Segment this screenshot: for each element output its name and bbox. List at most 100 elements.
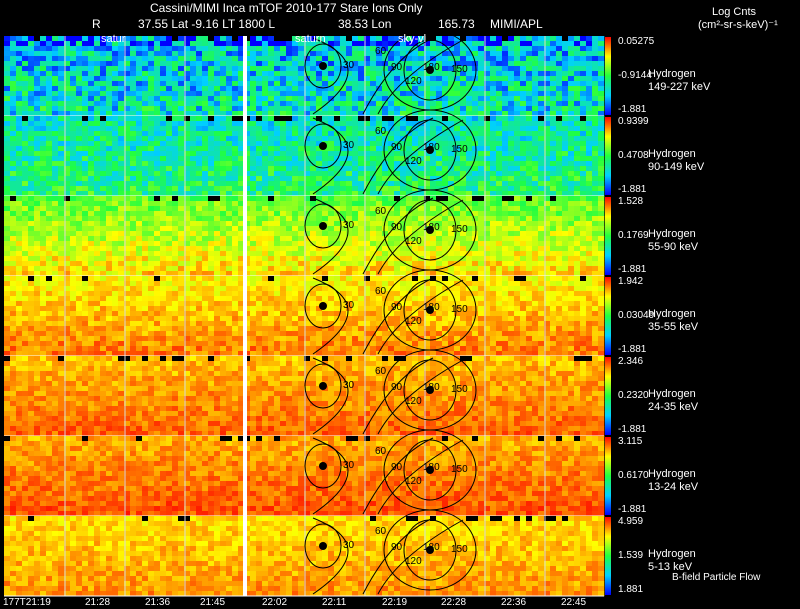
colorbar (605, 437, 611, 515)
saturn-marker (319, 542, 327, 550)
contour-label: 90 (391, 222, 403, 233)
lon-label: 38.53 Lon (338, 17, 392, 31)
lon-value: 165.73 (438, 17, 475, 31)
colorbar-cmin: -1.881 (618, 184, 647, 195)
energy-label: 35-55 keV (648, 321, 699, 333)
contour-label: 150 (451, 224, 468, 235)
contour-label: 180 (423, 382, 440, 393)
contour-label: 30 (343, 60, 355, 71)
flow-marker (426, 146, 434, 154)
colorbar-cmax: 0.9399 (618, 116, 649, 127)
energy-label: 90-149 keV (648, 161, 705, 173)
contour-label: 60 (375, 526, 387, 537)
colorbar-cmin: -1.881 (618, 504, 647, 515)
energy-label: 149-227 keV (648, 81, 711, 93)
contour-label: 180 (423, 62, 440, 73)
contour-label: 60 (375, 206, 387, 217)
species-label: Hydrogen (648, 228, 696, 240)
colorbar-cmid: 0.2320 (618, 390, 649, 401)
contour-label: 60 (375, 286, 387, 297)
species-label: Hydrogen (648, 68, 696, 80)
colorbar (605, 117, 611, 195)
flow-marker (426, 386, 434, 394)
flow-marker (426, 546, 434, 554)
x-tick-label: 22:02 (262, 597, 288, 608)
contour-label: 120 (405, 396, 422, 407)
colorbar-cmin: -1.881 (618, 424, 647, 435)
colorbar-cmid: 0.4708 (618, 150, 649, 161)
contour-label: 150 (451, 64, 468, 75)
panel-label: Hydrogen 55-90 keV (648, 228, 698, 254)
flow-marker (426, 66, 434, 74)
colorbar-units-line2: (cm²-sr-s-keV)⁻¹ (698, 19, 778, 31)
overlay-label-saturn_left: satur (101, 33, 126, 45)
contour-label: 150 (451, 304, 468, 315)
contour-label: 90 (391, 142, 403, 153)
organization-label: MIMI/APL (490, 17, 543, 31)
saturn-marker (319, 62, 327, 70)
panel-label: Hydrogen 149-227 keV (648, 68, 710, 94)
heatmap-cells (4, 196, 605, 277)
contour-label: 90 (391, 382, 403, 393)
panel-label: Hydrogen 90-149 keV (648, 148, 704, 174)
contour-label: 150 (451, 544, 468, 555)
colorbar-cmid: -0.9144 (618, 70, 652, 81)
species-label: Hydrogen (648, 308, 696, 320)
contour-label: 120 (405, 156, 422, 167)
x-tick-label: 21:28 (85, 597, 111, 608)
colorbar-cmax: 4.959 (618, 516, 644, 527)
energy-label: 13-24 keV (648, 481, 699, 493)
colorbar-cmid: 0.1769 (618, 230, 649, 241)
saturn-marker (319, 142, 327, 150)
colorbar (605, 357, 611, 435)
energy-label: 5-13 keV (648, 561, 693, 573)
contour-label: 90 (391, 62, 403, 73)
contour-label: 30 (343, 380, 355, 391)
heatmap-cells (4, 116, 605, 197)
heatmap-cells (4, 516, 605, 597)
contour-label: 180 (423, 222, 440, 233)
species-label: Hydrogen (648, 468, 696, 480)
colorbar-cmax: 1.528 (618, 196, 644, 207)
colorbar-cmax: 0.05275 (618, 36, 655, 47)
contour-label: 30 (343, 140, 355, 151)
panel-label: Hydrogen 13-24 keV (648, 468, 698, 494)
contour-label: 120 (405, 316, 422, 327)
heatmap-cells (4, 36, 605, 117)
position-readout: 37.55 Lat -9.16 LT 1800 L (138, 17, 275, 31)
contour-overlay (304, 269, 477, 355)
contour-label: 90 (391, 462, 403, 473)
colorbar-cmin: 1.881 (618, 584, 644, 595)
plot-title: Cassini/MIMI Inca mTOF 2010-177 Stare Io… (150, 1, 423, 15)
species-label: Hydrogen (648, 148, 696, 160)
heatmap-cells (4, 276, 605, 357)
colorbar-cmax: 2.346 (618, 356, 644, 367)
heatmap-cells (4, 356, 605, 437)
colorbar (605, 517, 611, 595)
contour-label: 30 (343, 300, 355, 311)
x-tick-label: 21:36 (145, 597, 171, 608)
species-label: Hydrogen (648, 388, 696, 400)
overlay-label-saturn_mid: saturn (295, 33, 326, 45)
r-label: R (92, 17, 101, 31)
contour-overlay (304, 189, 477, 275)
contour-label: 180 (423, 462, 440, 473)
heatmap-cells (4, 436, 605, 517)
panel-label: Hydrogen 5-13 keV (648, 548, 696, 574)
overlay-label-sky: sky-vl (398, 33, 426, 45)
contour-label: 60 (375, 126, 387, 137)
contour-label: 90 (391, 302, 403, 313)
contour-label: 60 (375, 366, 387, 377)
contour-label: 60 (375, 46, 387, 57)
colorbar-cmax: 3.115 (618, 436, 643, 447)
contour-label: 150 (451, 384, 468, 395)
contour-label: 120 (405, 76, 422, 87)
x-tick-label: 22:28 (441, 597, 467, 608)
colorbar-cmin: -1.881 (618, 264, 647, 275)
energy-label: 24-35 keV (648, 401, 699, 413)
saturn-marker (319, 462, 327, 470)
